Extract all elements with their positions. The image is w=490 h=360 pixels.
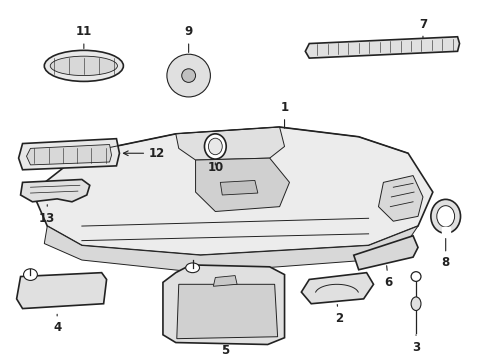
Text: 5: 5 bbox=[221, 344, 229, 357]
Polygon shape bbox=[163, 265, 285, 345]
Polygon shape bbox=[177, 284, 278, 339]
Polygon shape bbox=[32, 127, 433, 255]
Text: 11: 11 bbox=[76, 26, 92, 49]
Ellipse shape bbox=[173, 60, 204, 91]
Polygon shape bbox=[21, 180, 90, 202]
Text: 10: 10 bbox=[207, 161, 223, 174]
Ellipse shape bbox=[411, 297, 421, 311]
Polygon shape bbox=[354, 236, 418, 270]
Ellipse shape bbox=[182, 69, 196, 82]
Text: 13: 13 bbox=[39, 205, 55, 225]
Text: 1: 1 bbox=[280, 101, 289, 128]
Polygon shape bbox=[196, 158, 290, 211]
Text: 4: 4 bbox=[53, 314, 61, 334]
Polygon shape bbox=[442, 227, 450, 234]
Ellipse shape bbox=[411, 272, 421, 282]
Text: 12: 12 bbox=[123, 147, 165, 160]
Text: 9: 9 bbox=[185, 26, 193, 53]
Polygon shape bbox=[19, 139, 120, 170]
Ellipse shape bbox=[167, 54, 210, 97]
Ellipse shape bbox=[204, 134, 226, 159]
Text: 6: 6 bbox=[384, 266, 392, 289]
Polygon shape bbox=[220, 180, 258, 195]
Polygon shape bbox=[378, 176, 423, 221]
Ellipse shape bbox=[437, 206, 455, 227]
Polygon shape bbox=[176, 127, 285, 160]
Ellipse shape bbox=[179, 66, 198, 85]
Text: 7: 7 bbox=[419, 18, 427, 38]
Text: 3: 3 bbox=[412, 335, 420, 354]
Text: 2: 2 bbox=[335, 305, 343, 325]
Ellipse shape bbox=[186, 263, 199, 273]
Polygon shape bbox=[301, 273, 373, 304]
Ellipse shape bbox=[50, 56, 118, 76]
Polygon shape bbox=[17, 273, 107, 309]
Polygon shape bbox=[305, 37, 460, 58]
Text: 8: 8 bbox=[441, 239, 450, 269]
Ellipse shape bbox=[208, 138, 222, 155]
Ellipse shape bbox=[431, 199, 461, 233]
Polygon shape bbox=[44, 226, 418, 273]
Ellipse shape bbox=[24, 269, 37, 280]
Polygon shape bbox=[213, 275, 237, 286]
Polygon shape bbox=[26, 144, 112, 165]
Ellipse shape bbox=[44, 50, 123, 81]
